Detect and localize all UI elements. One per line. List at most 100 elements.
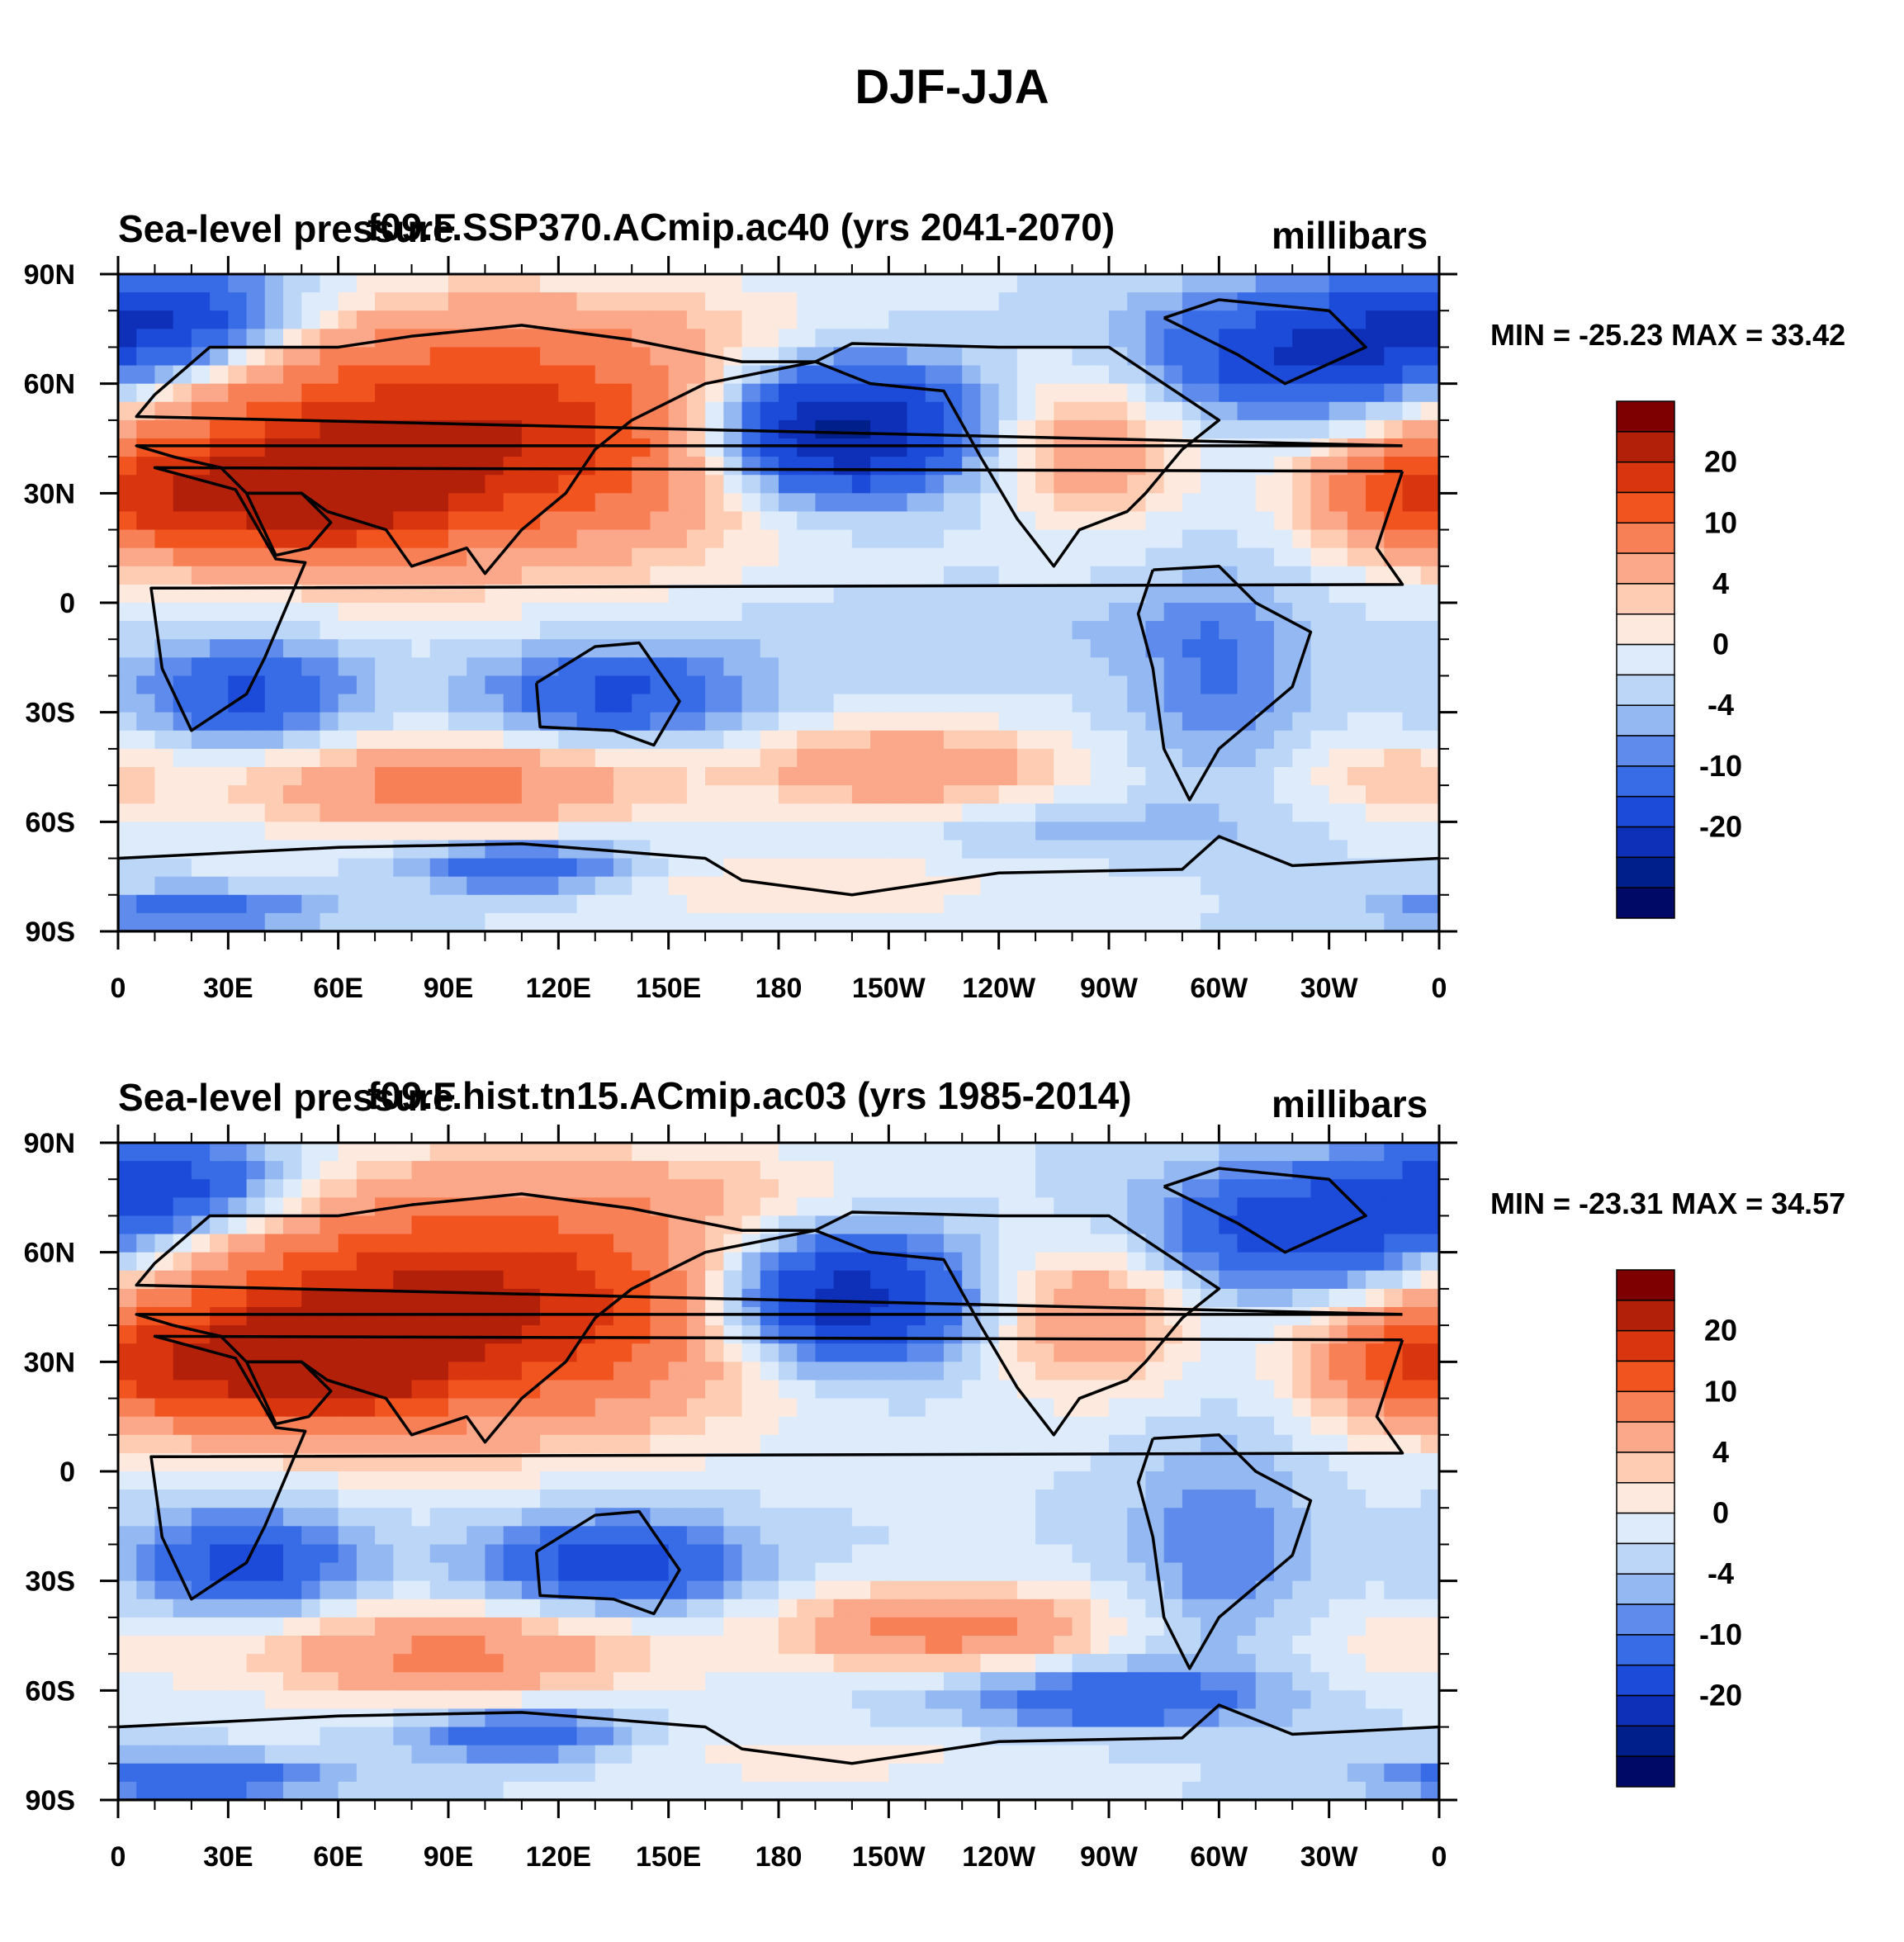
field-cell: [1073, 657, 1092, 676]
field-cell: [980, 1636, 999, 1655]
field-cell: [522, 803, 541, 822]
field-cell: [926, 913, 945, 932]
field-cell: [467, 1672, 485, 1691]
field-cell: [999, 1471, 1018, 1490]
field-cell: [632, 1161, 651, 1180]
field-cell: [357, 621, 376, 640]
field-cell: [650, 384, 669, 403]
field-cell: [1017, 1197, 1036, 1216]
field-cell: [705, 1417, 724, 1436]
field-cell: [834, 1581, 853, 1600]
field-cell: [669, 1526, 688, 1545]
field-cell: [1182, 675, 1201, 694]
field-cell: [852, 621, 871, 640]
field-cell: [797, 1618, 816, 1636]
field-cell: [1329, 785, 1348, 804]
field-cell: [705, 1508, 724, 1527]
field-cell: [1366, 657, 1385, 676]
field-cell: [210, 749, 229, 768]
field-cell: [1238, 1399, 1257, 1418]
field-cell: [1035, 1362, 1054, 1381]
field-cell: [1256, 1544, 1275, 1563]
field-cell: [228, 767, 247, 786]
field-cell: [1310, 1563, 1329, 1582]
field-cell: [1109, 877, 1128, 896]
field-cell: [393, 675, 412, 694]
field-cell: [357, 731, 376, 750]
field-cell: [283, 1526, 302, 1545]
field-cell: [283, 1563, 302, 1582]
field-cell: [650, 530, 669, 549]
field-cell: [760, 310, 779, 329]
field-cell: [723, 1215, 742, 1234]
field-cell: [1421, 822, 1440, 841]
field-cell: [687, 402, 706, 421]
field-cell: [962, 1654, 981, 1673]
field-cell: [357, 1490, 376, 1509]
field-cell: [705, 384, 724, 403]
field-cell: [1017, 1544, 1036, 1563]
field-cell: [283, 1307, 302, 1326]
field-cell: [485, 1508, 504, 1527]
field-cell: [210, 530, 229, 549]
field-cell: [595, 1508, 614, 1527]
field-cell: [1329, 1563, 1348, 1582]
field-cell: [1017, 1271, 1036, 1290]
field-cell: [613, 566, 632, 585]
field-cell: [1109, 1453, 1128, 1472]
field-cell: [339, 785, 358, 804]
field-cell: [980, 402, 999, 421]
field-cell: [852, 511, 871, 530]
field-cell: [1421, 548, 1440, 567]
field-cell: [650, 1654, 669, 1673]
field-cell: [669, 1197, 688, 1216]
field-cell: [962, 402, 981, 421]
field-cell: [247, 1544, 266, 1563]
field-cell: [907, 1215, 926, 1234]
field-cell: [613, 895, 632, 914]
field-cell: [742, 274, 761, 293]
field-cell: [339, 1544, 358, 1563]
field-cell: [301, 274, 320, 293]
field-cell: [980, 1380, 999, 1399]
field-cell: [1329, 749, 1348, 768]
field-cell: [907, 1690, 926, 1709]
field-cell: [1091, 749, 1110, 768]
field-cell: [852, 675, 871, 694]
field-cell: [467, 1234, 485, 1253]
field-cell: [1366, 803, 1385, 822]
field-cell: [504, 292, 523, 311]
field-cell: [595, 310, 614, 329]
field-cell: [632, 840, 651, 859]
field-cell: [1256, 475, 1275, 494]
field-cell: [210, 1563, 229, 1582]
field-cell: [577, 1672, 596, 1691]
field-cell: [1256, 1490, 1275, 1509]
field-cell: [907, 1490, 926, 1509]
field-cell: [339, 366, 358, 385]
field-cell: [834, 566, 853, 585]
lat-tick-label: 0: [59, 588, 75, 619]
field-cell: [1310, 1672, 1329, 1691]
field-cell: [760, 457, 779, 476]
lon-tick-label: 30E: [203, 973, 253, 1004]
field-cell: [888, 1417, 907, 1436]
field-cell: [1347, 366, 1366, 385]
field-cell: [779, 895, 798, 914]
field-cell: [815, 840, 834, 859]
field-cell: [283, 822, 302, 841]
field-cell: [247, 1581, 266, 1600]
field-cell: [962, 639, 981, 658]
field-cell: [944, 859, 963, 878]
field-cell: [870, 310, 889, 329]
field-cell: [1109, 675, 1128, 694]
field-cell: [577, 292, 596, 311]
field-cell: [888, 1307, 907, 1326]
field-cell: [1054, 1271, 1073, 1290]
field-cell: [448, 1234, 467, 1253]
field-cell: [926, 475, 945, 494]
field-cell: [1403, 1636, 1422, 1655]
field-cell: [650, 859, 669, 878]
field-cell: [154, 292, 173, 311]
field-cell: [888, 840, 907, 859]
